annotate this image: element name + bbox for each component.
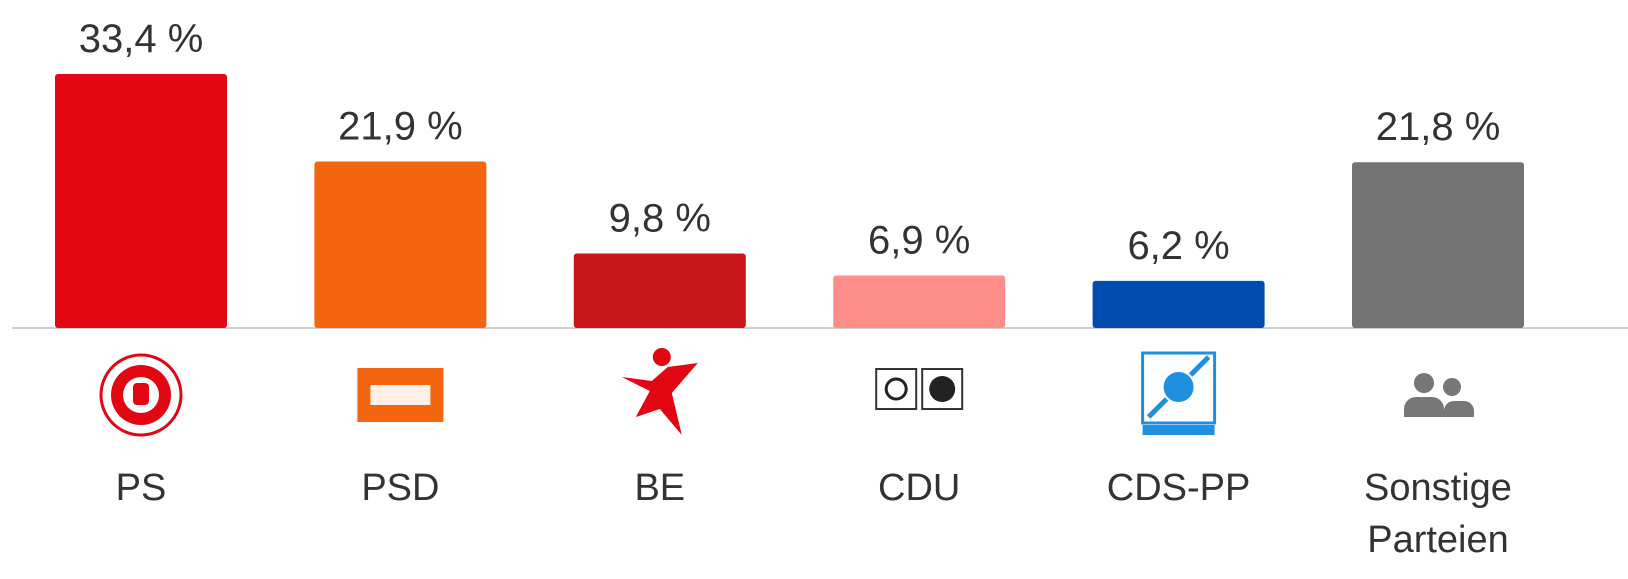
bar — [1092, 280, 1265, 328]
logo-shape — [99, 353, 183, 437]
logo-shape — [1163, 372, 1194, 402]
logo-shape — [1142, 425, 1215, 435]
category-label-box: PS — [115, 467, 167, 509]
party-logo — [621, 348, 698, 435]
category-label: BE — [634, 467, 686, 509]
category-label-box: Sonstige Parteien — [1364, 467, 1512, 561]
party-logo — [1404, 373, 1474, 417]
logo-shape — [1146, 397, 1169, 419]
category-label-box: CDS-PP — [1106, 467, 1251, 509]
bar — [833, 275, 1006, 328]
value-label: 6,2 % — [1127, 224, 1229, 268]
category-label: PS — [115, 467, 167, 509]
value-label: 33,4 % — [79, 17, 204, 61]
bar — [1352, 162, 1524, 328]
bar — [573, 253, 746, 328]
logo-shape — [1404, 397, 1444, 417]
party-logo — [357, 368, 444, 422]
category-label-box: CDU — [878, 467, 961, 509]
value-label: 21,8 % — [1376, 105, 1501, 149]
logo-shape — [621, 363, 698, 435]
value-label: 6,9 % — [868, 219, 970, 263]
value-label: 9,8 % — [609, 196, 711, 240]
party-logo — [99, 353, 183, 437]
bar — [55, 74, 227, 328]
logo-shape — [1188, 355, 1211, 377]
logo-shape — [1414, 373, 1434, 393]
logo-shape — [370, 385, 431, 405]
category-label-box: BE — [634, 467, 686, 509]
category-label: PSD — [361, 467, 440, 509]
logo-shape — [652, 348, 671, 366]
category-label: CDU — [878, 467, 961, 509]
category-label: Sonstige Parteien — [1364, 467, 1512, 561]
bar — [314, 161, 487, 328]
logo-shape — [929, 376, 956, 402]
logo-shape — [875, 368, 918, 410]
logo-shape — [1443, 378, 1461, 396]
party-logo — [1141, 351, 1217, 435]
logo-shape — [133, 383, 149, 405]
category-label: CDS-PP — [1106, 467, 1251, 509]
value-label: 21,9 % — [338, 104, 463, 148]
category-label-box: PSD — [361, 467, 440, 509]
party-logo — [875, 368, 964, 410]
logo-shape — [884, 377, 908, 401]
logo-shape — [1444, 401, 1474, 417]
